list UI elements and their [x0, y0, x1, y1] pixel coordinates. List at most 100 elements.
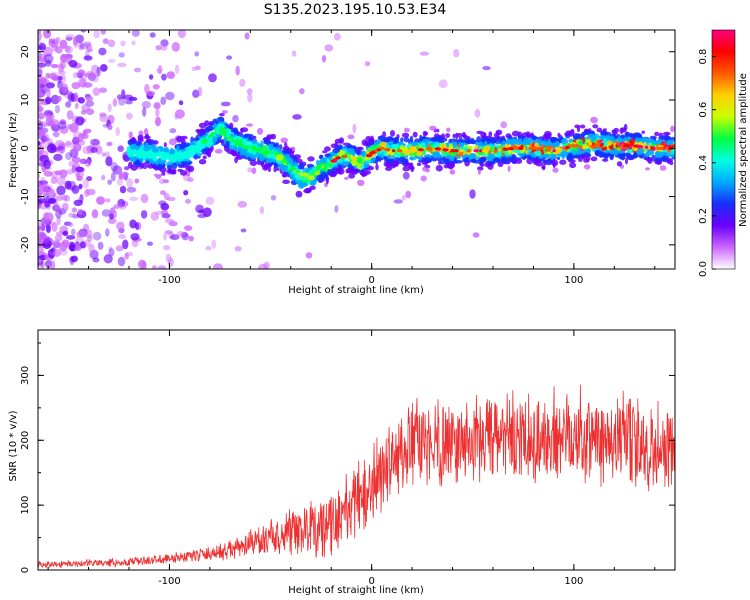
- heatmap-cell: [229, 133, 237, 138]
- heatmap-cell: [108, 246, 113, 251]
- heatmap-cell: [545, 141, 552, 147]
- heatmap-cell: [334, 205, 339, 213]
- heatmap-cell: [223, 137, 227, 142]
- heatmap-cell: [92, 257, 100, 263]
- heatmap-cell: [76, 231, 85, 238]
- heatmap-cell: [319, 154, 324, 159]
- heatmap-cell: [488, 131, 493, 138]
- heatmap-cell: [436, 128, 440, 133]
- heatmap-cell: [38, 257, 42, 263]
- heatmap-cell: [334, 146, 342, 151]
- heatmap-cell: [647, 149, 655, 156]
- y-tick-label: 0: [20, 145, 31, 151]
- heatmap-cell: [291, 50, 297, 57]
- heatmap-cell: [602, 128, 607, 132]
- heatmap-cell: [448, 161, 455, 166]
- heatmap-cell: [159, 173, 163, 177]
- heatmap-cell: [405, 190, 412, 199]
- heatmap-cell: [545, 136, 549, 140]
- heatmap-cell: [155, 108, 160, 117]
- heatmap-cell: [87, 235, 93, 242]
- heatmap-cell: [140, 193, 149, 204]
- heatmap-cell: [416, 150, 423, 157]
- heatmap-cell: [556, 147, 562, 151]
- heatmap-cell: [659, 165, 667, 171]
- heatmap-cell: [535, 161, 544, 167]
- heatmap-cell: [368, 137, 375, 143]
- heatmap-cell: [545, 133, 552, 137]
- heatmap-cell: [382, 131, 387, 138]
- heatmap-cell: [487, 152, 495, 159]
- heatmap-cell: [609, 148, 615, 155]
- heatmap-cell: [59, 125, 69, 134]
- heatmap-cell: [157, 265, 167, 269]
- heatmap-cell: [166, 71, 176, 79]
- heatmap-cell: [538, 138, 542, 144]
- heatmap-cell: [41, 184, 48, 192]
- heatmap-cell: [65, 34, 75, 40]
- heatmap-cell: [547, 145, 554, 149]
- heatmap-cell: [104, 198, 111, 203]
- heatmap-cell: [360, 164, 365, 169]
- heatmap-cell: [420, 175, 427, 182]
- heatmap-cell: [108, 248, 115, 257]
- heatmap-cell: [98, 87, 107, 93]
- heatmap-cell: [38, 173, 41, 179]
- heatmap-cell: [152, 265, 157, 269]
- heatmap-cell: [557, 132, 561, 137]
- heatmap-cell: [344, 176, 349, 180]
- heatmap-cell: [83, 55, 93, 61]
- heatmap-cell: [73, 199, 83, 206]
- heatmap-cell: [302, 172, 310, 178]
- heatmap-cell: [393, 199, 403, 204]
- heatmap-cell: [39, 154, 49, 163]
- heatmap-cell: [60, 53, 68, 63]
- heatmap-cell: [77, 97, 85, 104]
- heatmap-cell: [502, 147, 509, 151]
- heatmap-cell: [515, 148, 521, 154]
- heatmap-cell: [197, 86, 203, 97]
- heatmap-cell: [232, 146, 237, 152]
- heatmap-cell: [101, 174, 106, 181]
- heatmap-cell: [84, 188, 90, 198]
- heatmap-cell: [580, 133, 586, 137]
- heatmap-cell: [50, 94, 60, 105]
- y-tick-label: -10: [20, 188, 31, 204]
- heatmap-cell: [38, 115, 42, 121]
- heatmap-cell: [117, 256, 126, 267]
- heatmap-cell: [56, 176, 66, 186]
- heatmap-cell: [622, 144, 630, 148]
- heatmap-cell: [81, 132, 89, 140]
- heatmap-cell: [107, 179, 112, 185]
- heatmap-cell: [150, 211, 159, 221]
- heatmap-cell: [237, 145, 242, 152]
- heatmap-cell: [212, 136, 218, 144]
- heatmap-cell: [57, 145, 64, 151]
- heatmap-cell: [583, 164, 591, 170]
- heatmap-cell: [143, 145, 151, 152]
- heatmap-cell: [141, 100, 151, 109]
- heatmap-cell: [45, 96, 52, 105]
- heatmap-cell: [42, 212, 49, 221]
- x-tick-label: -100: [158, 275, 181, 286]
- heatmap-cell: [226, 131, 230, 138]
- heatmap-cell: [476, 136, 482, 143]
- heatmap-cell: [530, 146, 536, 150]
- heatmap-cell: [187, 177, 194, 182]
- heatmap-cell: [655, 154, 664, 158]
- heatmap-cell: [585, 156, 591, 162]
- heatmap-cell: [221, 110, 228, 114]
- heatmap-cell: [115, 127, 120, 137]
- heatmap-cell: [214, 149, 223, 154]
- heatmap-cell: [492, 158, 500, 162]
- heatmap-cell: [335, 167, 343, 173]
- heatmap-cell: [645, 167, 650, 171]
- heatmap-cell: [144, 128, 149, 136]
- heatmap-cell: [195, 65, 201, 71]
- heatmap-cell: [324, 146, 331, 152]
- heatmap-cell: [180, 135, 188, 140]
- heatmap-cell: [590, 156, 598, 162]
- heatmap-cell: [565, 134, 570, 139]
- heatmap-cell: [263, 150, 269, 155]
- heatmap-cell: [184, 198, 191, 204]
